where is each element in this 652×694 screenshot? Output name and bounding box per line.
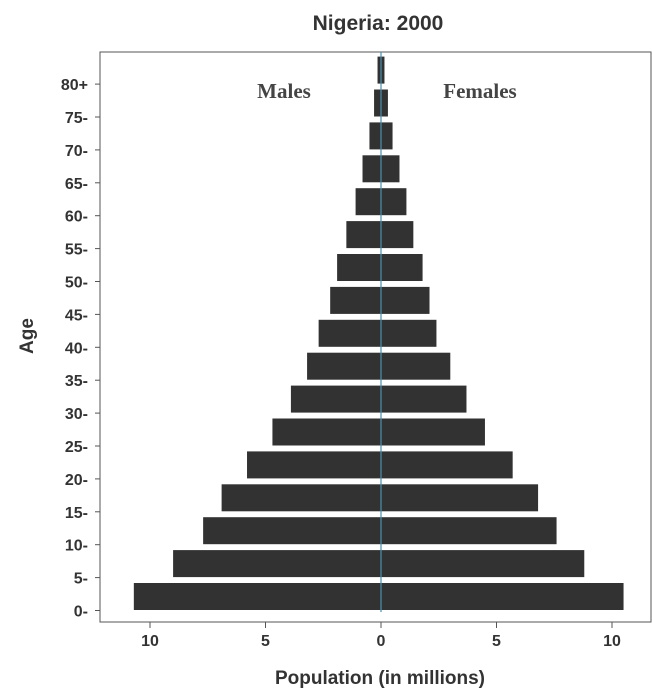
bar-males-80	[377, 56, 381, 84]
bar-females-35	[381, 352, 451, 380]
y-tick-label: 65-	[65, 176, 88, 193]
bar-females-0	[381, 583, 624, 610]
bar-males-50	[337, 254, 381, 281]
y-tick-label: 45-	[65, 307, 88, 324]
x-tick-label: 10	[603, 633, 621, 650]
bar-males-40	[318, 319, 381, 347]
y-tick-label: 25-	[65, 439, 88, 456]
chart-title: Nigeria: 2000	[313, 12, 444, 35]
x-tick-label: 5	[492, 633, 501, 650]
bar-males-30	[290, 385, 381, 413]
y-tick-label: 80+	[61, 77, 88, 94]
y-tick-label: 70-	[65, 143, 88, 160]
x-tick-label: 10	[141, 633, 159, 650]
y-tick-label: 60-	[65, 209, 88, 226]
bar-males-65	[362, 155, 381, 183]
series-label-males: Males	[257, 79, 311, 103]
plot-frame	[99, 51, 652, 623]
bar-males-60	[355, 188, 381, 216]
y-tick-label: 50-	[65, 275, 88, 292]
bar-females-40	[381, 319, 437, 347]
bar-females-70	[381, 122, 393, 150]
bar-males-5	[173, 550, 381, 578]
bar-males-45	[330, 286, 381, 314]
bar-females-5	[381, 550, 585, 578]
series-label-females: Females	[443, 79, 516, 103]
bar-females-65	[381, 155, 400, 183]
bar-females-60	[381, 188, 407, 216]
y-tick-label: 40-	[65, 340, 88, 357]
bar-females-55	[381, 221, 414, 249]
y-tick-label: 15-	[65, 505, 88, 522]
bar-females-75	[381, 89, 388, 117]
bar-males-25	[272, 418, 381, 446]
x-tick-label: 0	[377, 633, 386, 650]
y-tick-label: 5-	[74, 571, 88, 588]
y-tick-label: 10-	[65, 538, 88, 555]
y-tick-label: 20-	[65, 472, 88, 489]
bar-males-0	[133, 583, 381, 610]
bar-males-75	[374, 89, 381, 117]
y-tick-label: 75-	[65, 110, 88, 127]
x-axis-ticks: 10 5 0 5 10	[141, 622, 621, 650]
y-tick-label: 30-	[65, 406, 88, 423]
y-tick-label: 55-	[65, 242, 88, 259]
bar-females-20	[381, 451, 513, 479]
bar-males-55	[346, 221, 381, 249]
bar-females-45	[381, 286, 430, 314]
y-axis-ticks: 0- 5- 10- 15- 20- 25- 30- 35- 40- 45- 50- 55- 60- 65-…	[61, 77, 100, 621]
y-axis-label: Age	[17, 318, 38, 354]
bar-females-10	[381, 517, 557, 545]
bar-males-10	[203, 517, 381, 545]
bar-males-20	[247, 451, 381, 479]
bar-males-15	[221, 484, 381, 512]
x-axis-label: Population (in millions)	[275, 668, 485, 689]
bars-group	[133, 56, 624, 610]
y-tick-label: 0-	[74, 604, 88, 621]
y-tick-label: 35-	[65, 373, 88, 390]
bar-females-50	[381, 254, 423, 281]
bar-females-30	[381, 385, 467, 413]
bar-females-80	[381, 56, 385, 84]
bar-males-70	[369, 122, 381, 150]
x-tick-label: 5	[261, 633, 270, 650]
bar-males-35	[307, 352, 381, 380]
bar-females-25	[381, 418, 485, 446]
bar-females-15	[381, 484, 539, 512]
